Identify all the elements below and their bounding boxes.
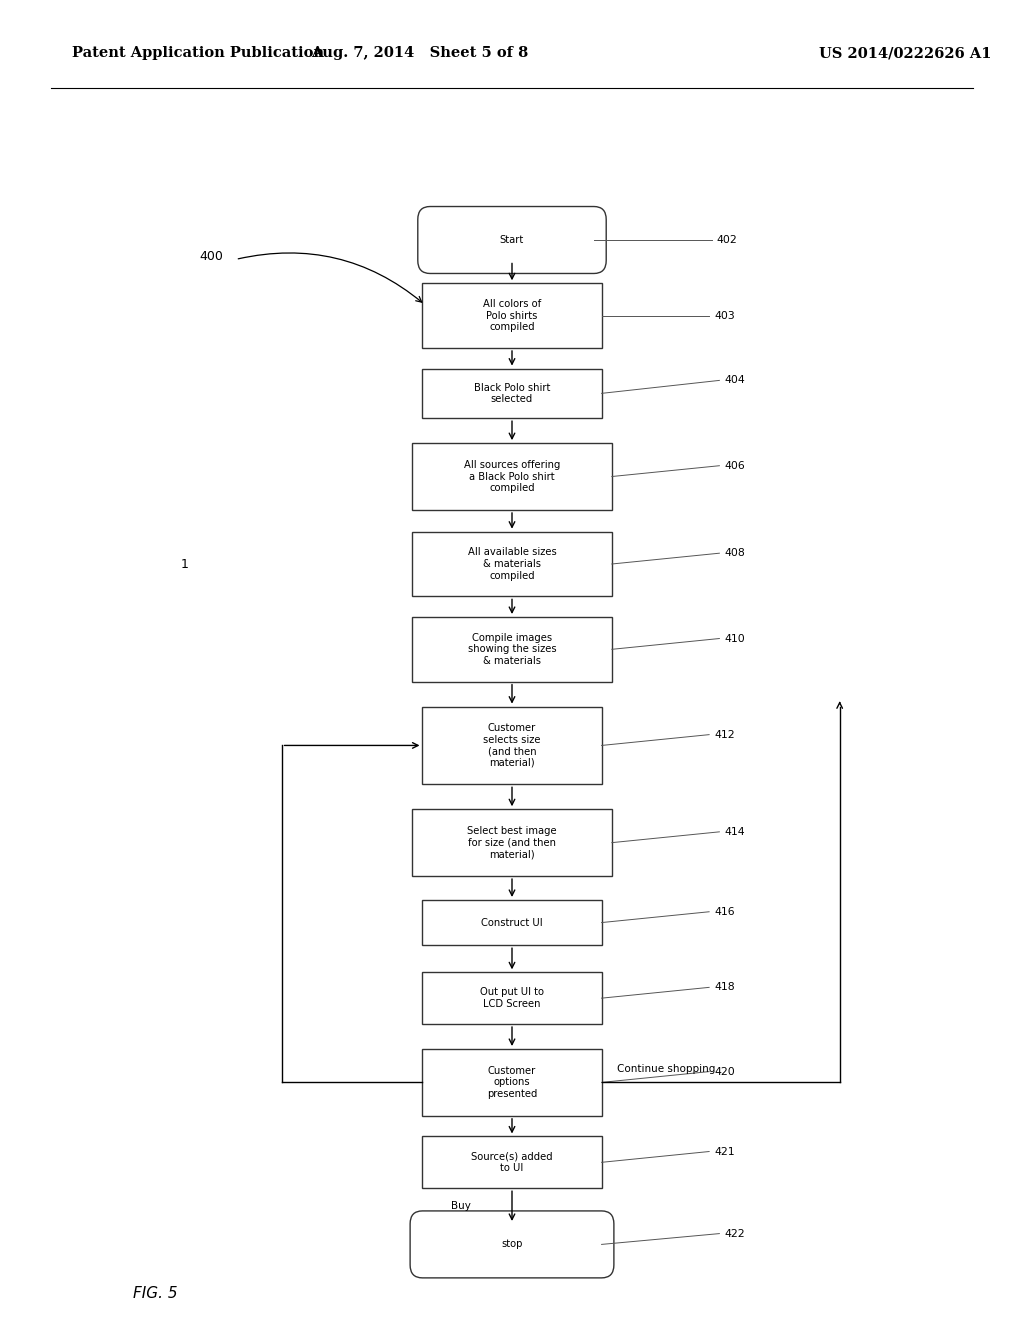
Text: All available sizes
& materials
compiled: All available sizes & materials compiled bbox=[468, 548, 556, 581]
Text: Construct UI: Construct UI bbox=[481, 917, 543, 928]
Bar bbox=[422, 284, 601, 348]
Text: Customer
options
presented: Customer options presented bbox=[486, 1065, 538, 1100]
Text: 421: 421 bbox=[715, 1147, 735, 1156]
Text: 400: 400 bbox=[200, 249, 223, 263]
Text: 403: 403 bbox=[715, 310, 735, 321]
Text: Source(s) added
to UI: Source(s) added to UI bbox=[471, 1151, 553, 1173]
Text: 410: 410 bbox=[725, 634, 745, 644]
Text: 422: 422 bbox=[725, 1229, 745, 1238]
Text: 1: 1 bbox=[180, 557, 188, 570]
Text: Patent Application Publication: Patent Application Publication bbox=[72, 46, 324, 61]
Bar bbox=[412, 809, 611, 876]
FancyBboxPatch shape bbox=[418, 206, 606, 273]
Text: Aug. 7, 2014   Sheet 5 of 8: Aug. 7, 2014 Sheet 5 of 8 bbox=[311, 46, 528, 61]
Bar bbox=[422, 1137, 601, 1188]
Text: 408: 408 bbox=[725, 548, 745, 558]
Text: Continue shopping: Continue shopping bbox=[616, 1064, 716, 1073]
Text: 406: 406 bbox=[725, 461, 745, 471]
Text: 420: 420 bbox=[715, 1067, 735, 1077]
Text: Out put UI to
LCD Screen: Out put UI to LCD Screen bbox=[480, 987, 544, 1008]
FancyBboxPatch shape bbox=[410, 1210, 613, 1278]
Text: 404: 404 bbox=[725, 375, 745, 385]
Bar bbox=[412, 532, 611, 597]
Text: US 2014/0222626 A1: US 2014/0222626 A1 bbox=[819, 46, 991, 61]
Text: Customer
selects size
(and then
material): Customer selects size (and then material… bbox=[483, 723, 541, 768]
Text: 416: 416 bbox=[715, 907, 735, 917]
Text: 418: 418 bbox=[715, 982, 735, 993]
Text: Start: Start bbox=[500, 235, 524, 246]
Text: 402: 402 bbox=[717, 235, 737, 246]
Bar bbox=[422, 973, 601, 1024]
Bar bbox=[412, 444, 611, 510]
Bar bbox=[422, 706, 601, 784]
Text: All sources offering
a Black Polo shirt
compiled: All sources offering a Black Polo shirt … bbox=[464, 459, 560, 494]
Text: stop: stop bbox=[502, 1239, 522, 1250]
Bar bbox=[422, 368, 601, 418]
Text: Select best image
for size (and then
material): Select best image for size (and then mat… bbox=[467, 826, 557, 859]
Text: All colors of
Polo shirts
compiled: All colors of Polo shirts compiled bbox=[483, 300, 541, 333]
Text: Compile images
showing the sizes
& materials: Compile images showing the sizes & mater… bbox=[468, 632, 556, 665]
Bar bbox=[422, 1049, 601, 1115]
Text: FIG. 5: FIG. 5 bbox=[133, 1286, 178, 1300]
Text: 414: 414 bbox=[725, 826, 745, 837]
Bar bbox=[412, 616, 611, 681]
Text: 412: 412 bbox=[715, 730, 735, 739]
Text: Black Polo shirt
selected: Black Polo shirt selected bbox=[474, 383, 550, 404]
Bar bbox=[422, 900, 601, 945]
Text: Buy: Buy bbox=[452, 1201, 471, 1210]
